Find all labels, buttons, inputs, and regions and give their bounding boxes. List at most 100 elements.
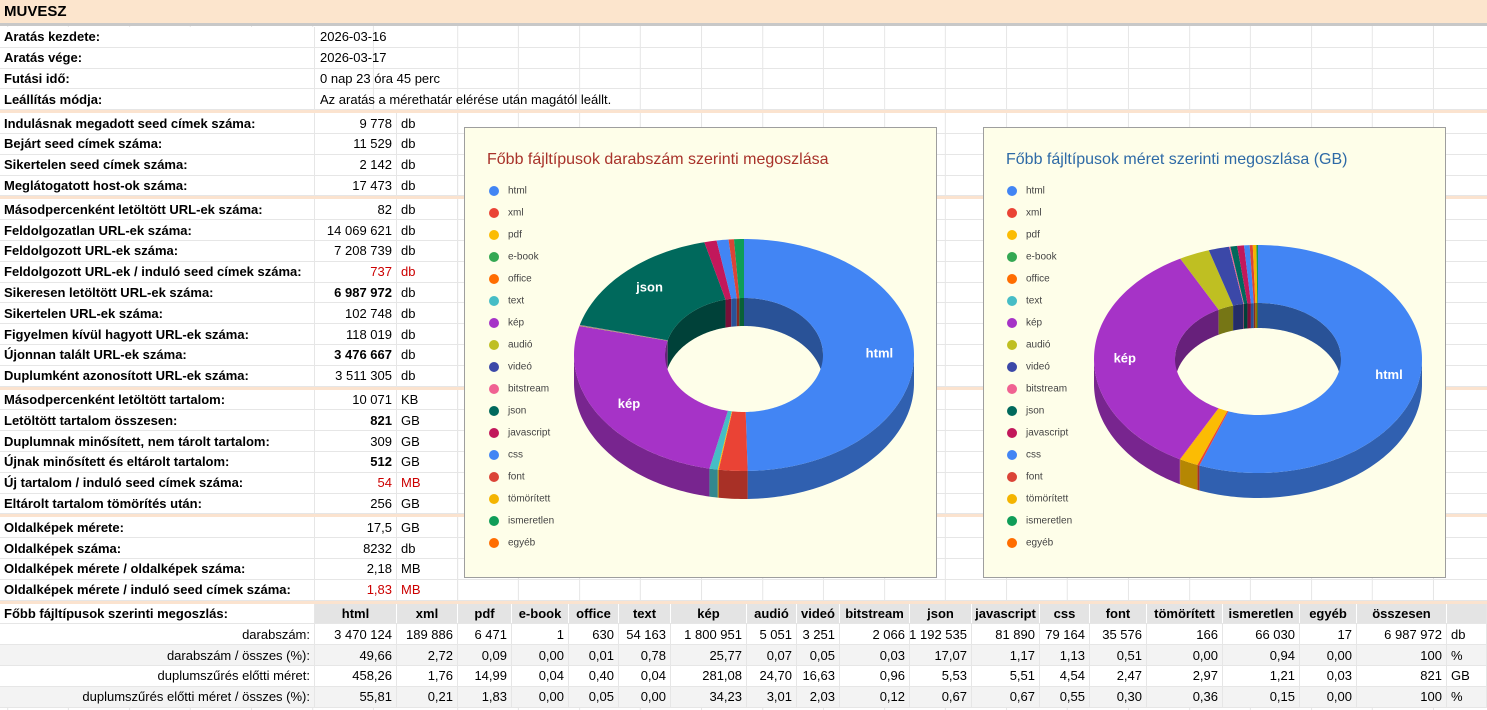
slice (579, 325, 668, 341)
legend-marker (1007, 450, 1017, 460)
dist-cell: 0,67 (910, 686, 972, 707)
chart: Főbb fájltípusok darabszám szerinti mego… (487, 151, 914, 549)
dist-header-row: Főbb fájltípusok szerinti megoszlás: html… (0, 603, 1487, 625)
dist-cell: 3 251 (797, 624, 840, 645)
dist-cell: 0,51 (1090, 645, 1147, 665)
row-value: 7 208 739 (315, 241, 397, 261)
legend-marker (1007, 208, 1017, 218)
legend-marker (489, 340, 499, 350)
dist-cell: 6 471 (458, 624, 512, 645)
row-label: Indulásnak megadott seed címek száma: (0, 113, 315, 133)
slice-inner-wall (1255, 303, 1258, 329)
row-label: Letöltött tartalom összesen: (0, 410, 315, 431)
dist-cell: 1 (512, 624, 569, 645)
slice-inner-wall (1175, 309, 1219, 384)
dist-cell: 1,17 (972, 645, 1040, 665)
dist-cell: 5,53 (910, 666, 972, 686)
slice-inner-wall (731, 298, 737, 327)
row-unit: db (397, 303, 458, 324)
slice-label: html (1375, 367, 1402, 382)
legend-marker (1007, 186, 1017, 196)
row-value: 82 (315, 199, 397, 220)
row-label: Sikertelen URL-ek száma: (0, 303, 315, 324)
row-value: 821 (315, 410, 397, 431)
legend-label: e-book (508, 252, 540, 263)
dist-cell: 1,76 (397, 666, 458, 686)
column-header: pdf (458, 603, 512, 624)
slice (1180, 250, 1234, 310)
dist-cell: 0,00 (1300, 645, 1357, 665)
slice-inner-wall (667, 299, 726, 369)
column-header: office (569, 603, 619, 624)
row-value: 102 748 (315, 303, 397, 324)
dist-cell: 0,67 (972, 686, 1040, 707)
legend-label: e-book (1026, 252, 1058, 263)
slice-inner-wall (1243, 303, 1244, 329)
legend-marker (1007, 472, 1017, 482)
row-label: Másodpercenként letöltött tartalom: (0, 389, 315, 410)
column-header: egyéb (1300, 603, 1357, 624)
legend-marker (489, 450, 499, 460)
row-value: 256 (315, 493, 397, 514)
row-unit: GB (397, 410, 458, 431)
sheet-row: Duplumként azonosított URL-ek száma: 3 51… (0, 365, 1487, 387)
slice (1230, 245, 1248, 304)
legend-label: javascript (1025, 428, 1068, 439)
slice (579, 324, 668, 341)
slice (709, 410, 732, 470)
slice (1237, 245, 1251, 304)
slice (1252, 245, 1258, 304)
row-unit: db (397, 199, 458, 220)
row-label: Másodpercenként letöltött URL-ek száma: (0, 199, 315, 220)
slice-side (574, 355, 710, 497)
slice (1199, 245, 1422, 473)
dist-unit: % (1447, 686, 1487, 707)
dist-cell: 5,51 (972, 666, 1040, 686)
dist-cell: 25,77 (671, 645, 747, 665)
dist-cell: 5 051 (747, 624, 797, 645)
row-unit: db (397, 154, 458, 175)
legend-label: pdf (508, 230, 522, 241)
dist-title: Főbb fájltípusok szerinti megoszlás: (0, 603, 315, 624)
dist-cell: 0,07 (747, 645, 797, 665)
legend-label: office (508, 274, 532, 285)
row-label: Újnak minősített és eltárolt tartalom: (0, 452, 315, 472)
legend-marker (489, 318, 499, 328)
legend-marker (489, 296, 499, 306)
sheet-row: Új tartalom / induló seed címek száma: 54… (0, 472, 1487, 494)
row-value: 118 019 (315, 324, 397, 344)
dist-cell: 0,00 (619, 686, 671, 707)
sheet-row: Feldolgozott URL-ek / induló seed címek … (0, 261, 1487, 283)
slice-side (1094, 359, 1180, 485)
legend-marker (489, 384, 499, 394)
dist-cell: 0,03 (840, 645, 910, 665)
column-header: tömörített (1147, 603, 1223, 624)
legend-label: bitstream (1026, 384, 1067, 395)
chart-title: Főbb fájltípusok darabszám szerinti mego… (487, 151, 829, 168)
legend-label: ismeretlen (1026, 516, 1072, 527)
dist-cell: 1 192 535 (909, 624, 972, 645)
slice (579, 325, 668, 341)
dist-cell: 14,99 (458, 666, 512, 686)
row-value: 9 778 (315, 113, 397, 133)
dist-cell: 66 030 (1223, 624, 1300, 645)
slice-side (718, 469, 748, 499)
row-value: Az aratás a mérethatár elérése után magá… (320, 91, 612, 107)
legend-marker (489, 516, 499, 526)
legend-marker (1007, 274, 1017, 284)
row-value: 0 nap 23 óra 45 perc (320, 70, 440, 86)
slice (1094, 258, 1219, 460)
sheet-row: Futási idő: 0 nap 23 óra 45 perc (0, 68, 1487, 90)
row-label: Feldolgozatlan URL-ek száma: (0, 220, 315, 240)
dist-cell: 0,36 (1147, 686, 1223, 707)
dist-cell: 0,03 (1300, 666, 1357, 686)
slice (728, 239, 740, 299)
row-value: 2,18 (315, 559, 397, 579)
dist-cell: 1 800 951 (671, 624, 747, 645)
dist-cell: 100 (1357, 686, 1447, 707)
row-unit: db (397, 220, 458, 240)
sheet-row: Oldalképek mérete / induló seed címek sz… (0, 579, 1487, 601)
legend-marker (1007, 494, 1017, 504)
row-label: Leállítás módja: (0, 89, 315, 110)
